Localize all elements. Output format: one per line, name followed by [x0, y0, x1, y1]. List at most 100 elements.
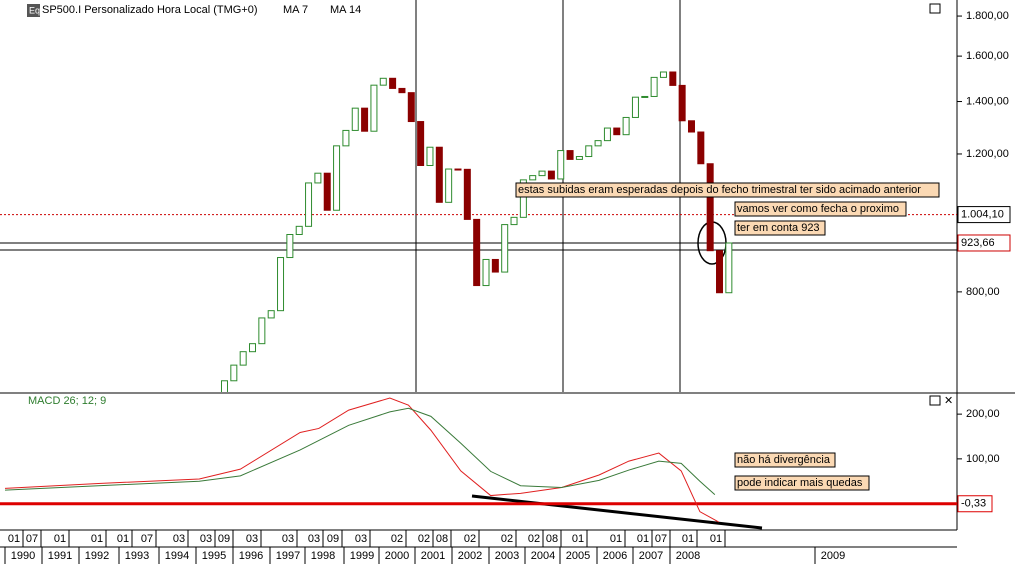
year-label: 1996 — [239, 550, 263, 562]
year-label: 2000 — [385, 550, 409, 562]
time-label: 07 — [655, 533, 667, 545]
year-label: 2009 — [821, 550, 845, 562]
year-label: 1995 — [202, 550, 226, 562]
candle — [491, 258, 499, 273]
candle — [566, 150, 574, 160]
icon[interactable] — [27, 4, 40, 17]
year-label: 2008 — [676, 550, 700, 562]
chart-title[interactable]: SP500.I Personalizado Hora Local (TMG+0) — [42, 4, 258, 16]
candle — [669, 71, 677, 86]
year-label: 1991 — [48, 550, 72, 562]
y-tick-label: 1.600,00 — [966, 50, 1009, 62]
maximize-button[interactable] — [929, 3, 941, 14]
time-label: 01 — [637, 533, 649, 545]
time-label: 08 — [546, 533, 558, 545]
candle — [687, 120, 695, 133]
time-label: 03 — [200, 533, 212, 545]
annotation-box — [734, 452, 836, 468]
candle — [473, 218, 481, 287]
macd-title[interactable]: MACD 26; 12; 9 — [28, 395, 106, 407]
y-tick-label: 200,00 — [966, 408, 1000, 420]
candle — [547, 170, 555, 180]
time-label: 02 — [464, 533, 476, 545]
candle — [370, 84, 378, 132]
candle — [519, 179, 527, 218]
candle — [379, 77, 387, 86]
indicator-label[interactable]: MA 14 — [330, 4, 361, 16]
y-tick-label: 1.800,00 — [966, 10, 1009, 22]
time-label: 02 — [528, 533, 540, 545]
candle — [258, 317, 266, 345]
indicator-label[interactable]: MA 7 — [283, 4, 308, 16]
annotation: não há divergência — [737, 454, 831, 466]
value-box — [957, 206, 1011, 224]
time-label: 02 — [391, 533, 403, 545]
candle — [249, 343, 257, 353]
time-label: 01 — [682, 533, 694, 545]
time-label: 01 — [117, 533, 129, 545]
candle — [342, 129, 350, 147]
time-label: 03 — [355, 533, 367, 545]
macd-line — [4, 407, 716, 496]
year-label: 1992 — [85, 550, 109, 562]
candle — [594, 140, 602, 147]
annotation: ter em conta 923 — [737, 222, 820, 234]
annotation-box — [734, 220, 826, 236]
candle — [286, 234, 294, 259]
time-label: 02 — [418, 533, 430, 545]
candle — [622, 116, 630, 136]
candle — [230, 364, 238, 382]
candles — [220, 71, 733, 392]
annotation-box — [734, 475, 870, 491]
value-box — [957, 495, 993, 513]
candle — [650, 76, 658, 97]
close-button[interactable]: ✕ — [944, 395, 953, 407]
candle — [407, 92, 415, 123]
year-label: 2002 — [458, 550, 482, 562]
candle — [323, 172, 331, 211]
candle — [435, 146, 443, 203]
candle — [575, 156, 583, 160]
time-label: 03 — [173, 533, 185, 545]
time-label: 03 — [246, 533, 258, 545]
year-label: 1999 — [350, 550, 374, 562]
annotation: pode indicar mais quedas — [737, 477, 863, 489]
candle — [351, 107, 359, 131]
candle — [389, 77, 397, 89]
candle — [220, 380, 228, 392]
candle — [267, 310, 275, 319]
annotation: vamos ver como fecha o proximo — [737, 203, 899, 215]
time-label: 07 — [141, 533, 153, 545]
reference-label: 1.004,10 — [961, 208, 1004, 220]
candle — [631, 96, 639, 118]
year-label: 2004 — [531, 550, 555, 562]
candle — [305, 182, 313, 227]
candle — [239, 351, 247, 366]
candle — [482, 258, 490, 287]
time-label: 01 — [572, 533, 584, 545]
candle — [333, 145, 341, 211]
time-label: 01 — [8, 533, 20, 545]
maximize-button[interactable] — [929, 395, 941, 406]
time-label: 01 — [54, 533, 66, 545]
candle — [501, 224, 509, 273]
y-tick-label: 1.400,00 — [966, 95, 1009, 107]
candle — [295, 225, 303, 236]
candle — [557, 150, 565, 180]
year-label: 2005 — [566, 550, 590, 562]
time-label: 01 — [91, 533, 103, 545]
time-label: 08 — [436, 533, 448, 545]
y-tick-label: 1.200,00 — [966, 148, 1009, 160]
candle — [426, 146, 434, 166]
year-label: 1994 — [165, 550, 189, 562]
year-label: 2003 — [495, 550, 519, 562]
candle — [725, 242, 733, 294]
candle — [314, 172, 322, 184]
reference-label: 923,66 — [961, 237, 995, 249]
y-tick-label: 800,00 — [966, 286, 1000, 298]
candle — [678, 84, 686, 122]
candle — [463, 168, 471, 220]
candle — [277, 257, 285, 312]
time-label: 01 — [710, 533, 722, 545]
